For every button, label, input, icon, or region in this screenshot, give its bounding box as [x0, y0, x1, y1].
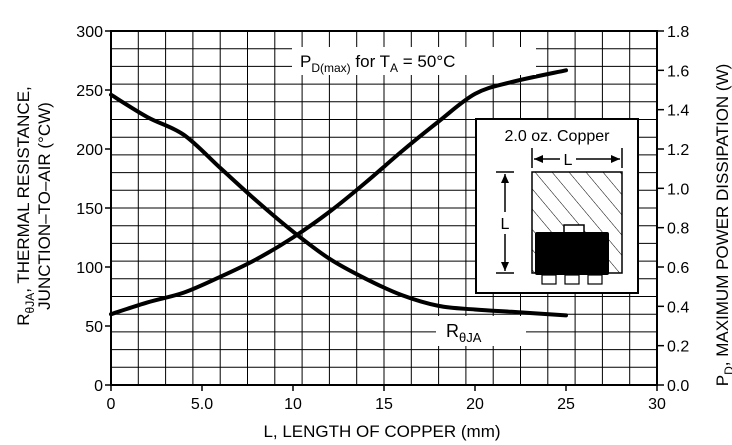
left-tick-label: 200: [76, 142, 103, 159]
left-tick-label: 300: [76, 24, 103, 41]
right-tick-label: 0.4: [667, 299, 689, 316]
series-line-pd-max: [109, 68, 568, 317]
arrow-up-icon: [501, 174, 509, 183]
copper-pad-inset: 2.0 oz. Copper L L: [475, 118, 639, 294]
right-tick-label: 0.8: [667, 221, 689, 238]
arrow-down-icon: [501, 262, 509, 271]
x-tick-label: 10: [284, 396, 302, 413]
rtheta-label-background: [436, 316, 526, 346]
right-tick-label: 0.2: [667, 339, 689, 356]
pd-series-label: PD(max) for TA = 50°C: [300, 52, 455, 75]
right-tick-label: 1.4: [667, 103, 689, 120]
right-tick-label: 1.2: [667, 142, 689, 159]
dim-label-horizontal: L: [564, 152, 573, 169]
dim-label-vertical: L: [501, 216, 510, 233]
rtheta-series-label: RθJA: [446, 321, 482, 345]
left-tick-label: 250: [76, 83, 103, 100]
x-axis-ticks: 0 5.0 10 15 20 25 30: [107, 385, 666, 413]
arrow-right-icon: [611, 155, 620, 163]
right-axis-label: PD, MAXIMUM POWER DISSIPATION (W): [713, 64, 732, 387]
package-tab: [563, 224, 585, 234]
package-lead-2: [564, 274, 580, 285]
left-axis-ticks: 0 50 100 150 200 250 300: [76, 24, 111, 395]
x-tick-label: 20: [466, 396, 484, 413]
right-axis-label-text: PD, MAXIMUM POWER DISSIPATION (W): [713, 64, 732, 387]
right-tick-label: 0.6: [667, 260, 689, 277]
left-axis-label-line1: RθJA, THERMAL RESISTANCE,: [14, 86, 37, 326]
package-body: [535, 232, 609, 275]
package-lead-1: [541, 274, 557, 285]
x-tick-label: 0: [107, 396, 116, 413]
x-tick-label: 25: [557, 396, 575, 413]
package-lead-3: [587, 274, 603, 285]
x-tick-label: 15: [375, 396, 393, 413]
left-tick-label: 100: [76, 260, 103, 277]
left-tick-label: 50: [85, 319, 103, 336]
left-tick-label: 150: [76, 201, 103, 218]
left-axis-label-line2: JUNCTION–TO–AIR (°CW): [35, 102, 54, 310]
x-tick-label: 30: [648, 396, 666, 413]
right-tick-label: 1.0: [667, 181, 689, 198]
x-tick-label: 5.0: [191, 396, 213, 413]
plot-frame: [110, 30, 658, 386]
pd-label-background: [292, 47, 536, 75]
right-tick-label: 0.0: [667, 378, 689, 395]
x-axis-label: L, LENGTH OF COPPER (mm): [263, 422, 500, 441]
inset-title: 2.0 oz. Copper: [505, 128, 611, 145]
right-axis-ticks: 0.0 0.2 0.4 0.6 0.8 1.0 1.2 1.4 1.6 1.8: [657, 24, 689, 395]
right-tick-label: 1.6: [667, 63, 689, 80]
left-axis-label: RθJA, THERMAL RESISTANCE, JUNCTION–TO–AI…: [14, 86, 54, 326]
left-tick-label: 0: [94, 378, 103, 395]
arrow-left-icon: [534, 155, 543, 163]
series-line-rtheta-ja: [109, 92, 568, 318]
right-tick-label: 1.8: [667, 24, 689, 41]
